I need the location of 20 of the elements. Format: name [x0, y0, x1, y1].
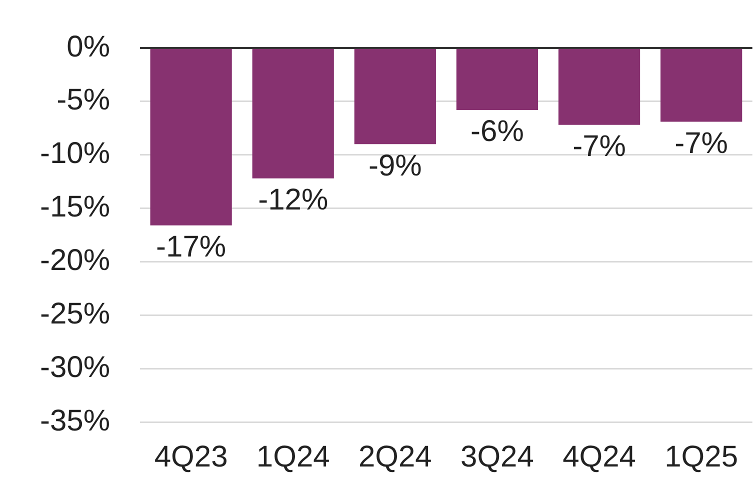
data-label: -9% — [368, 149, 422, 182]
data-label: -6% — [470, 115, 524, 148]
y-tick-label: -20% — [40, 244, 110, 277]
x-tick-label: 4Q23 — [154, 440, 228, 474]
data-label: -7% — [674, 126, 728, 160]
y-tick-label: -15% — [40, 190, 110, 224]
y-tick-label: -5% — [56, 84, 110, 117]
y-tick-label: -10% — [40, 137, 110, 170]
y-tick-label: -35% — [40, 404, 110, 438]
x-tick-label: 3Q24 — [460, 440, 534, 474]
y-tick-label: -30% — [40, 350, 110, 384]
x-tick-label: 1Q24 — [256, 440, 330, 474]
data-label: -12% — [258, 184, 328, 217]
data-label: -7% — [572, 130, 626, 164]
y-tick-label: -25% — [40, 297, 110, 330]
y-tick-label: 0% — [66, 30, 110, 64]
x-tick-label: 4Q24 — [562, 440, 636, 474]
x-tick-label: 2Q24 — [358, 440, 432, 474]
x-tick-label: 1Q25 — [664, 440, 738, 474]
data-label: -17% — [156, 230, 226, 264]
